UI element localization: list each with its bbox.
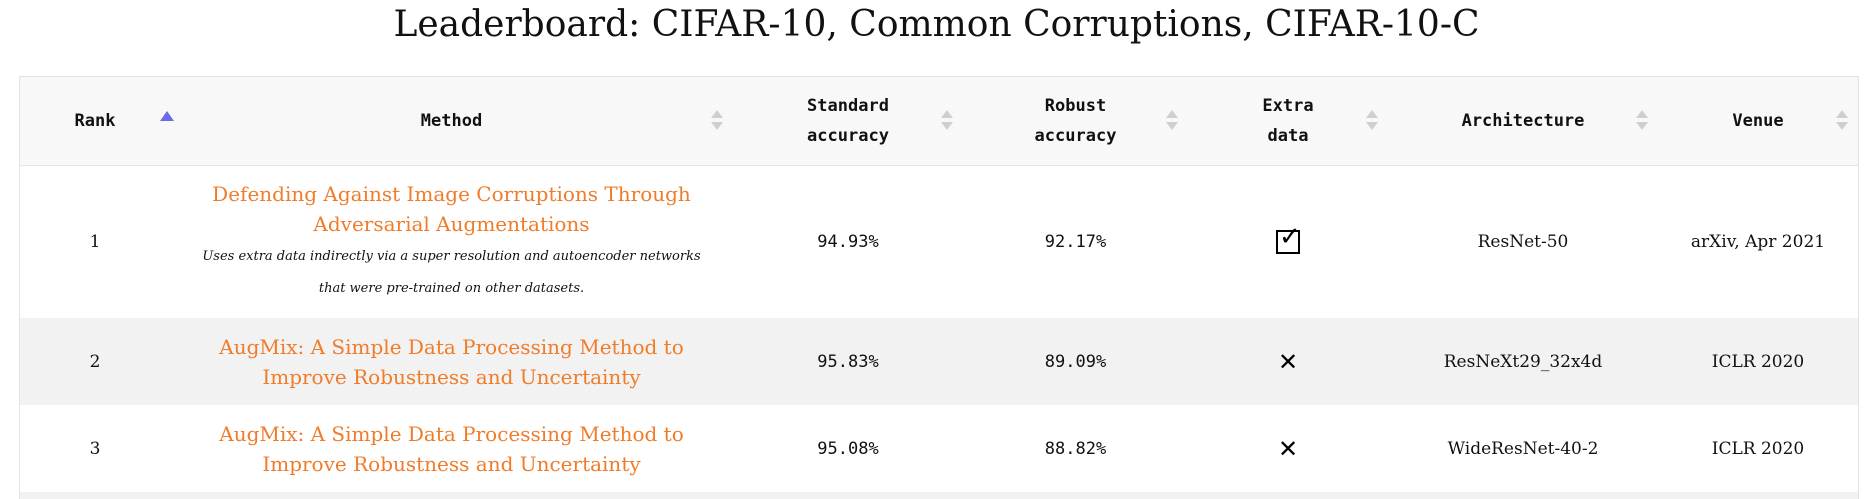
column-label-rank: Rank [74, 111, 116, 131]
sort-icon[interactable] [711, 110, 723, 132]
robust-accuracy-value: 89.09% [1044, 351, 1107, 372]
table-row: 2 AugMix: A Simple Data Processing Metho… [20, 318, 1858, 405]
checkbox-checked-icon: ✓ [1276, 222, 1301, 254]
column-label-architecture: Architecture [1461, 111, 1585, 131]
page-title: Leaderboard: CIFAR-10, Common Corruption… [393, 4, 1480, 45]
column-header-robust-accuracy[interactable]: Robust accuracy [963, 77, 1188, 165]
method-link[interactable]: AugMix: A Simple Data Processing Method … [219, 334, 684, 389]
robust-accuracy-value: 92.17% [1044, 232, 1107, 252]
table-row: 1 Defending Against Image Corruptions Th… [20, 166, 1858, 318]
table-row: 3 AugMix: A Simple Data Processing Metho… [20, 405, 1858, 492]
column-header-venue[interactable]: Venue [1658, 77, 1858, 165]
sort-icon[interactable] [1366, 110, 1378, 132]
standard-accuracy-value: 95.83% [817, 351, 879, 372]
venue-value: ICLR 2020 [1711, 438, 1805, 459]
column-label-venue: Venue [1732, 111, 1784, 131]
leaderboard-table: Rank Method Standard accuracy Robust acc… [19, 76, 1859, 499]
sort-icon[interactable] [1166, 110, 1178, 132]
sort-icon[interactable] [1836, 110, 1848, 132]
sort-icon[interactable] [941, 110, 953, 132]
architecture-value: WideResNet-40-2 [1447, 438, 1599, 459]
robust-accuracy-value: 88.82% [1044, 438, 1107, 459]
rank-value: 3 [89, 438, 101, 459]
column-header-method[interactable]: Method [170, 77, 733, 165]
cross-icon: ✕ [1277, 434, 1299, 463]
table-row-partial [20, 492, 1858, 499]
column-label-standard-accuracy: Standard accuracy [807, 96, 889, 146]
method-link[interactable]: AugMix: A Simple Data Processing Method … [219, 421, 684, 476]
architecture-value: ResNeXt29_32x4d [1443, 351, 1603, 372]
method-note: Uses extra data indirectly via a super r… [202, 249, 701, 296]
rank-value: 1 [89, 232, 101, 252]
method-link[interactable]: Defending Against Image Corruptions Thro… [212, 182, 691, 236]
rank-value: 2 [89, 351, 101, 372]
sort-icon[interactable] [1636, 110, 1648, 132]
column-label-method: Method [420, 111, 483, 131]
column-label-robust-accuracy: Robust accuracy [1034, 96, 1117, 146]
venue-value: arXiv, Apr 2021 [1690, 232, 1826, 252]
cross-icon: ✕ [1277, 347, 1299, 376]
column-header-standard-accuracy[interactable]: Standard accuracy [733, 77, 963, 165]
venue-value: ICLR 2020 [1711, 351, 1805, 372]
sort-ascending-icon[interactable] [160, 111, 174, 121]
table-header: Rank Method Standard accuracy Robust acc… [20, 77, 1858, 166]
column-header-architecture[interactable]: Architecture [1388, 77, 1658, 165]
column-header-extra-data[interactable]: Extra data [1188, 77, 1388, 165]
column-header-rank[interactable]: Rank [20, 77, 174, 165]
standard-accuracy-value: 94.93% [817, 232, 879, 252]
column-label-extra-data: Extra data [1262, 96, 1314, 146]
standard-accuracy-value: 95.08% [817, 438, 879, 459]
architecture-value: ResNet-50 [1477, 232, 1569, 252]
